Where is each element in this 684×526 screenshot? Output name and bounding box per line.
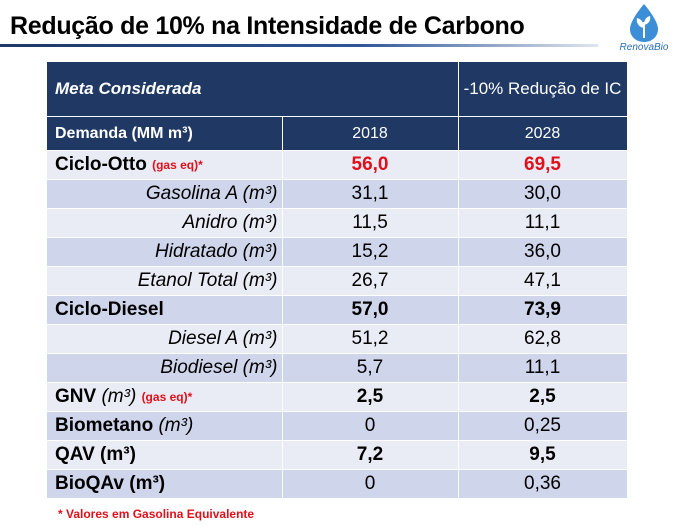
row-label-cell: Biometano (m³) xyxy=(47,411,283,441)
table-row: BioQAv (m³) 0 0,36 xyxy=(47,469,628,499)
value-2028: 11,1 xyxy=(458,208,628,238)
value-2028: 0,36 xyxy=(458,469,628,499)
table-row: Ciclo-Otto (gas eq)* 56,0 69,5 xyxy=(47,150,628,180)
value-2018: 11,5 xyxy=(282,208,459,238)
value-2028: 11,1 xyxy=(458,353,628,383)
value-2028: 9,5 xyxy=(458,440,628,470)
value-2028: 69,5 xyxy=(458,150,628,180)
value-2018: 15,2 xyxy=(282,237,459,267)
row-label: Biodiesel (m³) xyxy=(47,353,283,383)
table-row: Biometano (m³) 0 0,25 xyxy=(47,411,628,441)
value-2018: 0 xyxy=(282,411,459,441)
value-2018: 5,7 xyxy=(282,353,459,383)
value-2028: 30,0 xyxy=(458,179,628,209)
row-label: BioQAv (m³) xyxy=(47,469,283,499)
value-2028: 62,8 xyxy=(458,324,628,354)
logo-text: RenovaBio xyxy=(619,42,669,53)
header-meta: Meta Considerada xyxy=(47,62,459,117)
value-2018: 57,0 xyxy=(282,295,459,325)
table-row: Gasolina A (m³) 31,1 30,0 xyxy=(47,179,628,209)
header-demanda: Demanda (MM m³) xyxy=(47,116,283,151)
value-2028: 47,1 xyxy=(458,266,628,296)
table-row: GNV (m³) (gas eq)* 2,5 2,5 xyxy=(47,382,628,412)
row-label: Ciclo-Diesel xyxy=(47,295,283,325)
row-label-cell: Ciclo-Otto (gas eq)* xyxy=(47,150,283,180)
page-title: Redução de 10% na Intensidade de Carbono xyxy=(10,12,525,40)
table-row: Biodiesel (m³) 5,7 11,1 xyxy=(47,353,628,383)
value-2018: 26,7 xyxy=(282,266,459,296)
table-subheader-row: Demanda (MM m³) 2018 2028 xyxy=(47,116,628,151)
value-2028: 36,0 xyxy=(458,237,628,267)
value-2018: 0 xyxy=(282,469,459,499)
table-row: Etanol Total (m³) 26,7 47,1 xyxy=(47,266,628,296)
water-drop-leaf-icon xyxy=(630,4,658,42)
row-label: Hidratado (m³) xyxy=(47,237,283,267)
table-row: Anidro (m³) 11,5 11,1 xyxy=(47,208,628,238)
value-2028: 0,25 xyxy=(458,411,628,441)
table-row: QAV (m³) 7,2 9,5 xyxy=(47,440,628,470)
value-2018: 2,5 xyxy=(282,382,459,412)
row-label-cell: GNV (m³) (gas eq)* xyxy=(47,382,283,412)
value-2018: 51,2 xyxy=(282,324,459,354)
table-row: Ciclo-Diesel 57,0 73,9 xyxy=(47,295,628,325)
row-label: Diesel A (m³) xyxy=(47,324,283,354)
title-underline xyxy=(0,44,598,47)
row-label: Anidro (m³) xyxy=(47,208,283,238)
row-label: QAV (m³) xyxy=(47,440,283,470)
value-2018: 7,2 xyxy=(282,440,459,470)
value-2018: 56,0 xyxy=(282,150,459,180)
footnote: * Valores em Gasolina Equivalente xyxy=(58,507,255,521)
header-year-2018: 2018 xyxy=(282,116,459,151)
header-year-2028: 2028 xyxy=(458,116,628,151)
carbon-intensity-table: Meta Considerada -10% Redução de IC Dema… xyxy=(47,62,628,499)
row-label: Gasolina A (m³) xyxy=(47,179,283,209)
table-header-row: Meta Considerada -10% Redução de IC xyxy=(47,62,628,117)
table-row: Diesel A (m³) 51,2 62,8 xyxy=(47,324,628,354)
value-2018: 31,1 xyxy=(282,179,459,209)
value-2028: 73,9 xyxy=(458,295,628,325)
header-scenario: -10% Redução de IC xyxy=(458,62,628,117)
row-label: Etanol Total (m³) xyxy=(47,266,283,296)
value-2028: 2,5 xyxy=(458,382,628,412)
table-row: Hidratado (m³) 15,2 36,0 xyxy=(47,237,628,267)
renovabio-logo: RenovaBio xyxy=(608,2,680,60)
